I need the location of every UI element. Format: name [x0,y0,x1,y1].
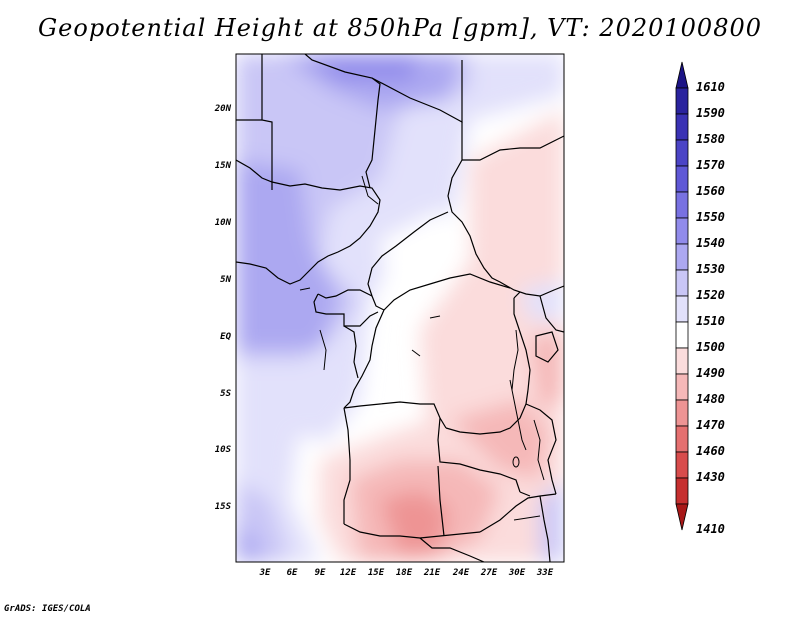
lon-label-9e: 9E [314,568,326,578]
lat-label-5s: 5S [220,389,231,399]
colorbar-label: 1510 [696,314,725,328]
colorbar-segment [675,269,689,297]
colorbar-segment [675,347,689,375]
lon-label-27e: 27E [480,568,498,578]
height-field [236,54,564,562]
lat-label-10n: 10N [214,218,231,228]
colorbar-label: 1460 [696,444,725,458]
colorbar-label: 1590 [696,106,725,120]
colorbar-segment [675,87,689,115]
colorbar-label: 1530 [696,262,725,276]
lon-label-33e: 33E [536,568,554,578]
colorbar-segment [675,217,689,245]
colorbar-segment [675,191,689,219]
colorbar-label: 1550 [696,210,725,224]
colorbar-label: 1520 [696,288,725,302]
map-title: Geopotential Height at 850hPa [gpm], VT:… [38,14,762,42]
lat-label-20n: 20N [214,104,231,114]
colorbar-segment [675,451,689,479]
colorbar-segment [675,61,689,89]
lat-label-5n: 5N [220,275,231,285]
colorbar-label: 1580 [696,132,725,146]
country-borders [236,54,564,562]
colorbar-segment [675,295,689,323]
lon-label-24e: 24E [452,568,470,578]
lakes-coast [299,175,545,521]
lon-label-15e: 15E [367,568,385,578]
footer-credit: GrADS: IGES/COLA [4,604,91,614]
lon-label-3e: 3E [259,568,271,578]
map-frame [235,53,565,563]
colorbar-segment [675,477,689,505]
colorbar-segment [675,399,689,427]
colorbar-label: 1480 [696,392,725,406]
colorbar-segment [675,243,689,271]
colorbar-segment [675,321,689,349]
lat-label-15n: 15N [214,161,231,171]
lat-label-15s: 15S [214,502,231,512]
colorbar-segment [675,113,689,141]
colorbar [675,61,689,531]
colorbar-label: 1410 [696,522,725,536]
colorbar-label: 1470 [696,418,725,432]
lat-label-eq: EQ [220,332,231,342]
colorbar-label: 1490 [696,366,725,380]
lat-label-10s: 10S [214,445,231,455]
colorbar-label: 1560 [696,184,725,198]
colorbar-label: 1610 [696,80,725,94]
colorbar-label: 1570 [696,158,725,172]
colorbar-segment [675,165,689,193]
colorbar-label: 1540 [696,236,725,250]
lon-label-21e: 21E [423,568,441,578]
colorbar-segment [675,139,689,167]
lon-label-6e: 6E [286,568,298,578]
lon-label-30e: 30E [508,568,526,578]
colorbar-label: 1430 [696,470,725,484]
lon-label-18e: 18E [395,568,413,578]
colorbar-segment [675,425,689,453]
colorbar-segment [675,373,689,401]
colorbar-label: 1500 [696,340,725,354]
colorbar-segment [675,503,689,531]
lon-label-12e: 12E [339,568,357,578]
